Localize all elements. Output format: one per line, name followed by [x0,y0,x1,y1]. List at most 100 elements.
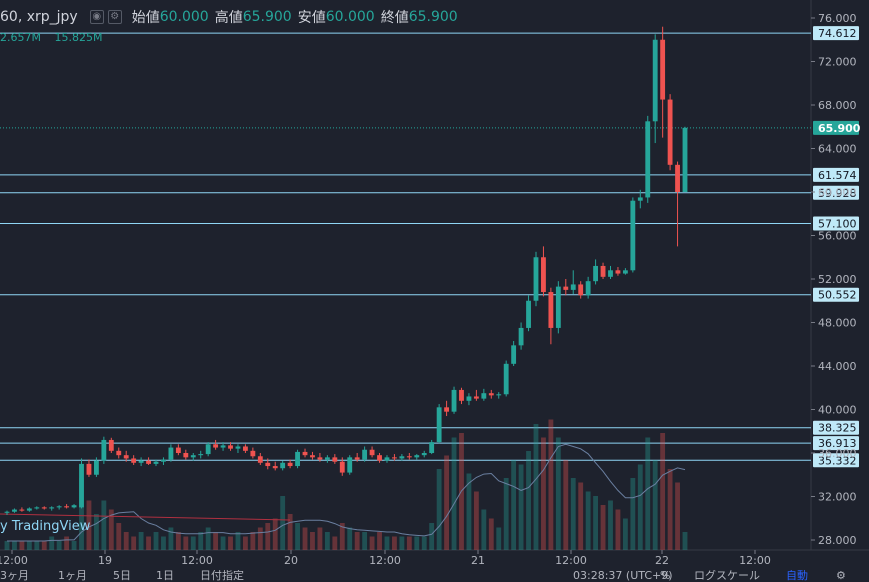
volume-bar [645,437,651,550]
time-tick-label: 12:00 [555,554,587,567]
high-value: 65.900 [242,9,292,25]
candle-body [287,462,293,467]
symbol-label: 60, xrp_jpy [0,9,78,25]
price-tick-label: 68.000 [818,99,857,112]
volume-bar [250,532,256,550]
low-label: 安値 [297,10,326,26]
candle-body [146,460,151,464]
volume-bar [444,455,450,550]
price-level-label: 74.612 [818,27,857,40]
candle-body [153,461,159,464]
candle-body [496,394,502,396]
high-label: 高値 [214,10,243,26]
price-level-tag [813,167,859,182]
auto-scale-toggle[interactable]: 自動 [786,570,808,582]
candle-body [101,439,107,461]
price-tick-label: 60.000 [818,186,857,199]
volume-bar [481,509,487,550]
candle-body [339,461,345,473]
volume-bar [369,536,375,550]
time-tick-label: 12:00 [369,554,401,567]
volume-bar [429,523,435,550]
volume-bar [205,527,211,550]
time-tick-label: 20 [284,554,298,567]
volume-bar [585,491,591,550]
tradingview-watermark[interactable]: y TradingView [0,519,91,534]
candle-body [4,511,10,513]
price-tick-label: 56.000 [818,230,857,243]
volume-bar [153,532,159,550]
candle-body [645,121,651,198]
candle-body [555,286,561,328]
price-tick-label: 40.000 [818,404,857,417]
candle-body [600,265,606,277]
candle-body [384,457,390,461]
candle-body [220,445,226,448]
price-level-label: 61.574 [818,169,857,182]
volume-bar [354,532,360,550]
candle-body [503,363,509,395]
volume-bar [138,532,144,550]
candle-body [228,445,233,449]
volume-bar [637,464,643,550]
volume-bar [101,500,107,550]
log-scale-toggle[interactable]: ログスケール [694,570,760,582]
price-level-tag [813,185,859,200]
volume-bar [436,469,442,550]
range-3m[interactable]: 3ヶ月 [0,570,29,582]
volume-bar [220,536,226,550]
volume-bar [451,437,457,550]
volume-bar [593,496,599,550]
volume-bar [12,541,17,550]
candle-body [652,39,658,122]
grid [0,0,869,551]
price-level-label: 36.913 [818,437,857,450]
volume-bar [123,532,129,550]
candle-body [205,444,211,455]
candle-body [302,451,308,456]
range-1m[interactable]: 1ヶ月 [58,570,87,582]
gear-icon[interactable]: ⚙ [836,570,846,582]
gear-icon[interactable]: ⚙ [107,10,122,24]
volume-bar [339,523,345,550]
candle-body [354,457,360,460]
candle-body [667,99,673,165]
volume-bar [79,478,84,550]
candle-body [406,456,412,458]
axes: 76.000 72.000 68.000 64.000 60.000 56.000 52.0… [0,12,857,567]
range-5d[interactable]: 5日 [113,570,131,582]
volume-bar [116,523,122,550]
percent-toggle[interactable]: % [660,570,671,582]
candle-body [488,393,494,396]
clock[interactable]: 03:28:37 (UTC+9) [573,570,673,582]
volume-bar [332,536,338,550]
candle-body [362,449,368,460]
volume-bar [518,464,524,550]
candle-body [250,450,256,457]
candle-body [637,197,643,201]
candle-body [12,509,17,512]
volume-bar [488,518,494,550]
close-value: 65.900 [408,9,458,25]
range-1d[interactable]: 1日 [156,570,174,582]
open-label: 始値 [131,10,160,26]
date-range-button[interactable]: 日付指定 [200,570,244,582]
volume-bar [4,541,10,550]
candle-body [563,286,569,290]
candle-body [377,455,382,461]
candle-body [175,447,181,453]
volume-bars [0,419,688,550]
volume-bar [272,518,278,550]
time-tick-label: 12:00 [181,554,213,567]
volume-bar [257,527,263,550]
volume-bar [265,523,271,550]
eye-icon[interactable]: ◉ [89,10,104,24]
price-level-tag [813,453,859,468]
volume-bar [675,482,680,550]
volume-ma-value: 15.825M [54,31,103,44]
candle-body [138,460,144,463]
volume-bar [421,536,427,550]
volume-bar [570,478,576,550]
horizontal-lines: 74.612 61.574 59.928 57.100 50.552 38.325 36.9… [0,26,861,468]
